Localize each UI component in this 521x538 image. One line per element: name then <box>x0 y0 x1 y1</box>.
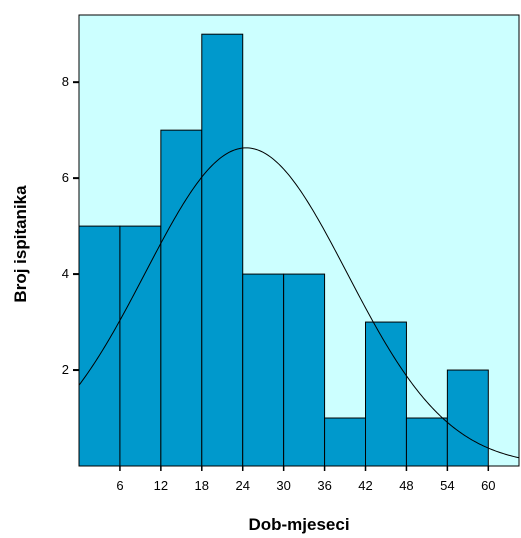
y-tick-label: 2 <box>62 362 69 377</box>
x-ticks-group: 6 12 18 24 30 36 42 48 54 60 <box>116 466 496 493</box>
bar-18-24 <box>201 33 244 467</box>
bar-24-30 <box>242 273 285 467</box>
normal-curve <box>78 147 520 459</box>
bar-0-6 <box>78 225 121 467</box>
bar-12-18 <box>160 129 203 467</box>
x-tick-label: 36 <box>317 478 331 493</box>
y-ticks-group: 2 4 6 8 <box>62 74 79 377</box>
x-tick-label: 48 <box>399 478 413 493</box>
y-tick-label: 6 <box>62 170 69 185</box>
bar-6-12 <box>119 225 162 467</box>
bar-36-42 <box>324 417 367 467</box>
x-tick-label: 12 <box>154 478 168 493</box>
x-tick-label: 60 <box>481 478 495 493</box>
x-tick-label: 42 <box>358 478 372 493</box>
bar-30-36 <box>283 273 326 467</box>
bars-group <box>78 33 489 467</box>
x-tick-label: 24 <box>235 478 249 493</box>
y-tick-label: 8 <box>62 74 69 89</box>
bar-48-54 <box>405 417 448 467</box>
bar-54-60 <box>446 369 489 467</box>
y-tick-label: 4 <box>62 266 69 281</box>
x-axis-label: Dob-mjeseci <box>248 515 349 534</box>
y-axis-label: Broj ispitanika <box>11 185 30 303</box>
x-tick-label: 54 <box>440 478 454 493</box>
x-tick-label: 6 <box>116 478 123 493</box>
x-tick-label: 18 <box>195 478 209 493</box>
x-tick-label: 30 <box>276 478 290 493</box>
